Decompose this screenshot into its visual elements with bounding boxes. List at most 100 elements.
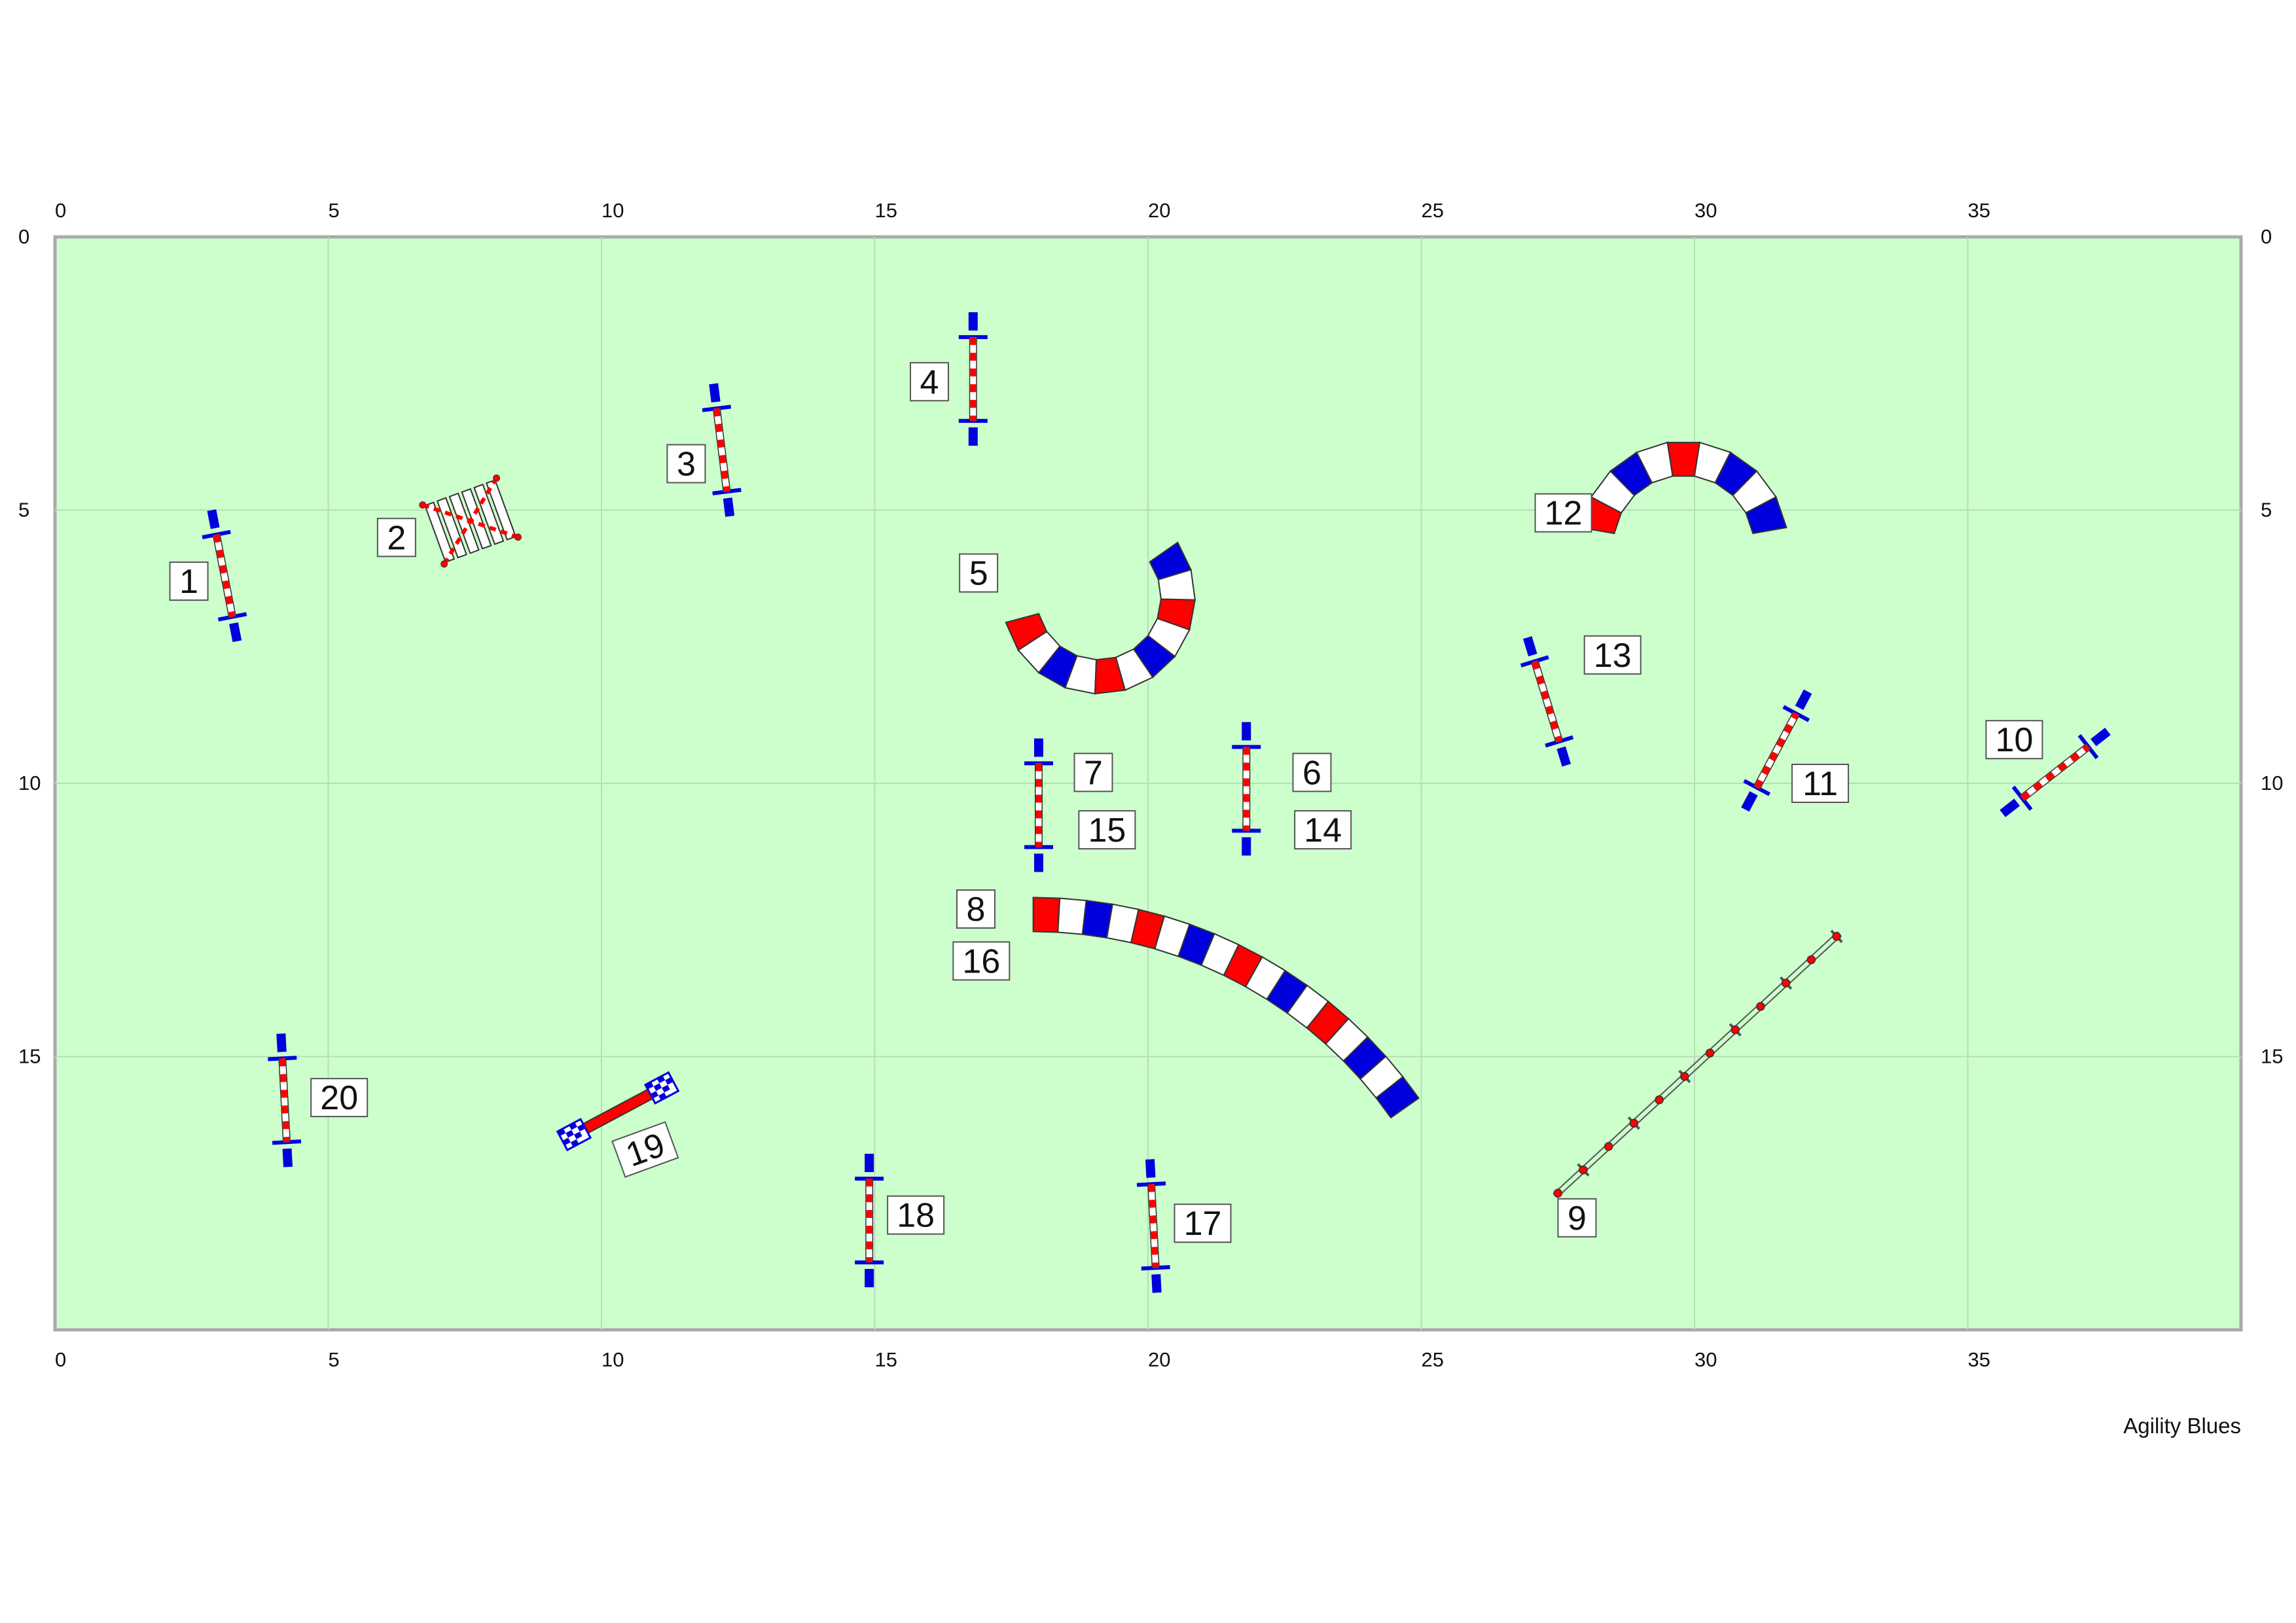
number-label-text: 16 [962, 942, 1000, 980]
number-label-text: 17 [1184, 1205, 1222, 1243]
number-label-15: 15 [1078, 810, 1136, 849]
number-label-8: 8 [956, 889, 996, 929]
jump-13 [1520, 636, 1574, 767]
weave-pole [1629, 1118, 1639, 1128]
tire-stand-check [656, 1075, 666, 1084]
spread-jump-2 [419, 474, 522, 568]
jump-wing [1556, 746, 1571, 767]
number-label-text: 2 [387, 519, 406, 557]
tire-stand-check [570, 1139, 579, 1147]
tire-stand-check [658, 1092, 667, 1101]
x-tick-label-bottom: 10 [601, 1348, 624, 1371]
y-tick-label-left: 10 [18, 772, 41, 794]
x-tick-label-bottom: 35 [1968, 1348, 1990, 1371]
number-label-text: 18 [897, 1197, 935, 1235]
tunnel-segment [1057, 897, 1087, 935]
obstacles-layer [202, 312, 2111, 1293]
number-label-10: 10 [1985, 720, 2043, 760]
jump-wing [1795, 689, 1812, 710]
number-label-box [611, 1121, 679, 1178]
jump-3 [702, 383, 742, 517]
weave-poles-9 [1552, 929, 1843, 1198]
tire-stand [556, 1118, 592, 1152]
course-credit: Agility Blues [2123, 1414, 2241, 1438]
tire-stand-check [577, 1124, 586, 1132]
y-tick-label-right: 0 [2261, 225, 2272, 248]
jump-pole-stripes [1532, 660, 1562, 743]
jump-7-15 [1024, 738, 1053, 872]
jump-pole-stripes [1148, 1184, 1159, 1268]
jump-pole-stripes [713, 408, 730, 492]
y-tick-label-left: 0 [18, 225, 29, 248]
number-label-18: 18 [887, 1195, 945, 1235]
number-label-box [1583, 635, 1641, 675]
number-label-text: 9 [1568, 1200, 1587, 1238]
jump-wing [2090, 727, 2111, 747]
number-label-box [1292, 753, 1332, 793]
tunnel-segment [1032, 897, 1061, 933]
number-label-box [956, 889, 996, 929]
weave-pole [1579, 1165, 1588, 1175]
spread-post [514, 533, 522, 541]
jump-wing [1242, 722, 1251, 741]
jump-wing [1151, 1274, 1162, 1293]
jump-wing [1145, 1159, 1156, 1178]
spread-board [485, 479, 517, 541]
jump-11 [1741, 689, 1812, 812]
number-label-text: 10 [1996, 721, 2034, 759]
y-tick-label-left: 15 [18, 1045, 41, 1068]
number-label-7: 7 [1073, 753, 1113, 793]
jump-18 [855, 1154, 884, 1287]
number-label-text: 11 [1803, 765, 1838, 803]
number-label-text: 13 [1594, 637, 1632, 675]
number-label-text: 15 [1088, 812, 1126, 849]
tunnel-8-16 [1032, 897, 1420, 1119]
number-label-box [959, 553, 999, 593]
jump-pole-stripes [279, 1058, 290, 1143]
number-label-14: 14 [1294, 810, 1352, 849]
number-label-2: 2 [376, 518, 416, 558]
jump-wing [1741, 791, 1758, 812]
jump-wing [968, 312, 978, 331]
weave-pole [1756, 1002, 1765, 1011]
x-tick-label-top: 35 [1968, 199, 1990, 222]
number-label-box [1985, 720, 2043, 760]
x-tick-label-top: 0 [55, 199, 66, 222]
number-label-1: 1 [169, 562, 209, 601]
y-tick-label-right: 10 [2261, 772, 2283, 794]
number-label-box [952, 941, 1011, 981]
tire-stand-check [662, 1084, 670, 1093]
jump-wing [1523, 636, 1537, 657]
number-label-text: 4 [920, 363, 939, 401]
weave-pole [1781, 978, 1791, 988]
number-label-box [1534, 493, 1592, 533]
x-tick-label-bottom: 20 [1148, 1348, 1170, 1371]
field-grid [55, 237, 2241, 1330]
jump-wing [865, 1154, 874, 1172]
jump-upright [202, 529, 231, 540]
tire-stand-check [645, 1081, 654, 1090]
x-tick-label-top: 30 [1695, 199, 1717, 222]
number-label-11: 11 [1791, 764, 1850, 803]
tire-stand [643, 1071, 680, 1105]
jump-wing [709, 383, 721, 403]
number-label-3: 3 [666, 444, 706, 484]
tire-stand-check [665, 1077, 673, 1085]
jump-20 [268, 1033, 302, 1168]
number-label-6: 6 [1292, 753, 1332, 793]
tire-stand-check [650, 1091, 659, 1099]
y-tick-label-right: 15 [2261, 1045, 2283, 1068]
number-label-box [376, 518, 416, 558]
spread-post [419, 501, 427, 509]
spread-post [440, 560, 448, 568]
weave-base-rail [1556, 935, 1842, 1198]
number-label-text: 6 [1302, 754, 1321, 792]
jump-wing [282, 1148, 293, 1168]
spread-cross-pole [442, 477, 499, 565]
tunnel-segment [1745, 495, 1787, 535]
number-label-box [910, 362, 949, 402]
jump-pole-stripes [213, 534, 236, 618]
x-tick-label-bottom: 30 [1695, 1348, 1717, 1371]
